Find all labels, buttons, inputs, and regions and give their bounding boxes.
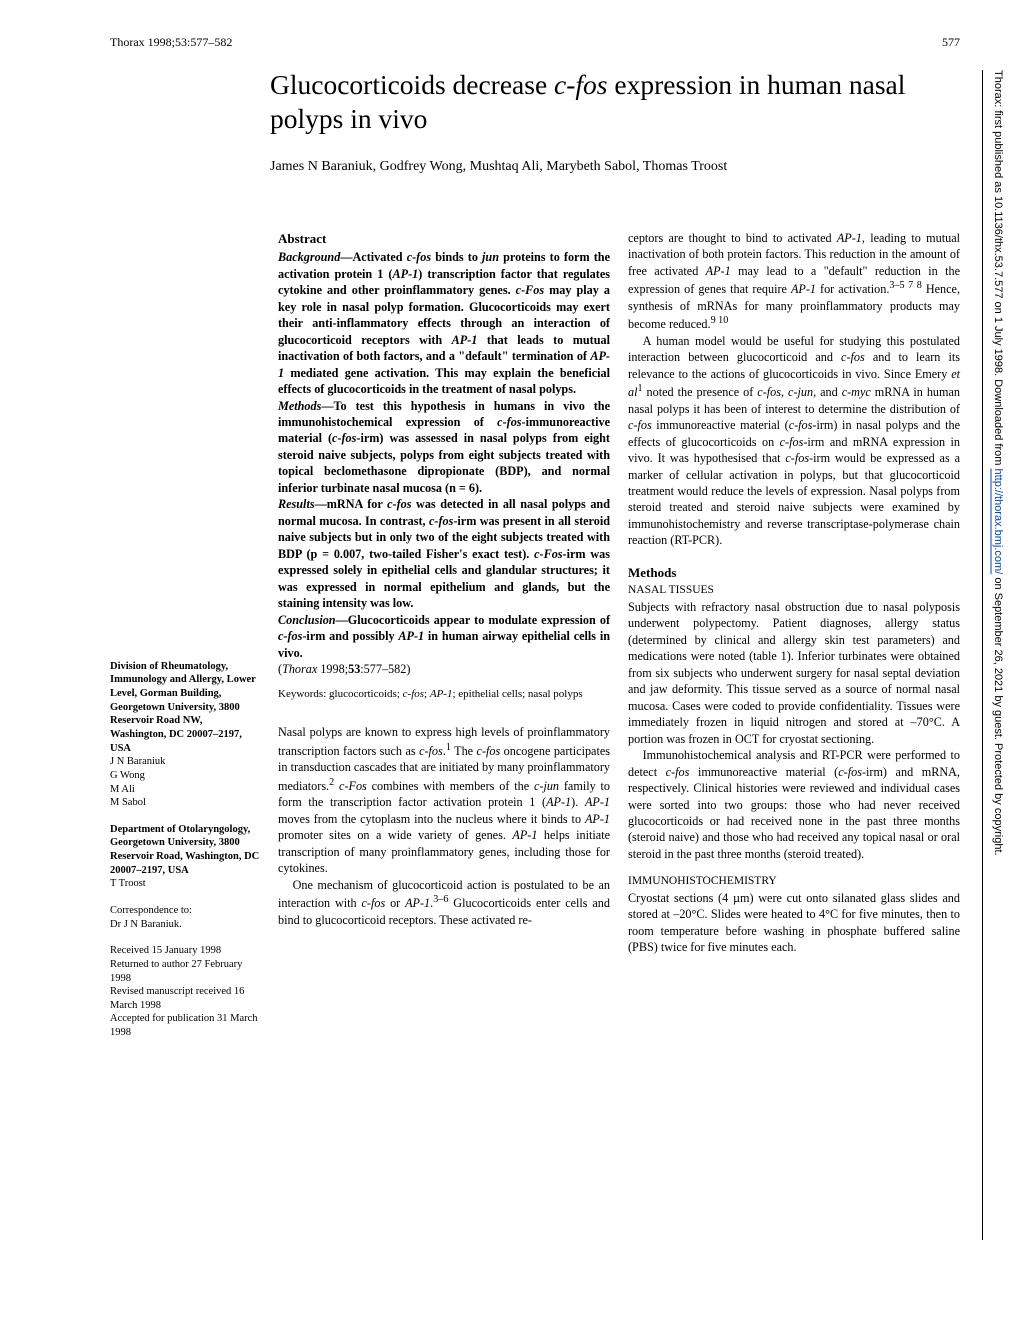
affiliation-1: Division of Rheumatology, Immunology and… (110, 660, 260, 810)
abstract-results: Results—mRNA for c-fos was detected in a… (278, 496, 610, 611)
abstract-background: Background—Activated c-fos binds to jun … (278, 249, 610, 397)
intro-continued-1: ceptors are thought to bind to activated… (628, 230, 960, 333)
authors: James N Baraniuk, Godfrey Wong, Mushtaq … (270, 159, 960, 175)
content-area: Division of Rheumatology, Immunology and… (110, 230, 960, 1053)
methods-para-2: Immunohistochemical analysis and RT-PCR … (628, 747, 960, 862)
abstract-conclusion: Conclusion—Glucocorticoids appear to mod… (278, 612, 610, 661)
column-1: Abstract Background—Activated c-fos bind… (278, 230, 610, 1053)
abstract-citation: (Thorax 1998;53:577–582) (278, 661, 610, 677)
immunohistochemistry-subhead: IMMUNOHISTOCHEMISTRY (628, 874, 960, 890)
journal-citation: Thorax 1998;53:577–582 (110, 35, 232, 50)
intro-para-1: Nasal polyps are known to express high l… (278, 724, 610, 876)
affiliation-2: Department of Otolaryngology, Georgetown… (110, 823, 260, 891)
article-title: Glucocorticoids decrease c-fos expressio… (270, 68, 960, 137)
column-2: ceptors are thought to bind to activated… (628, 230, 960, 1053)
methods-para-1: Subjects with refractory nasal obstructi… (628, 599, 960, 747)
abstract-heading: Abstract (278, 230, 610, 248)
methods-para-3: Cryostat sections (4 µm) were cut onto s… (628, 890, 960, 956)
intro-para-2: One mechanism of glucocorticoid action i… (278, 877, 610, 928)
correspondence: Correspondence to:Dr J N Baraniuk. (110, 904, 260, 931)
abstract-methods: Methods—To test this hypothesis in human… (278, 398, 610, 497)
page-number: 577 (942, 35, 960, 50)
intro-continued-2: A human model would be useful for studyi… (628, 333, 960, 549)
download-watermark: Thorax: first published as 10.1136/thx.5… (982, 70, 1004, 1240)
manuscript-dates: Received 15 January 1998Returned to auth… (110, 944, 260, 1039)
text-columns: Abstract Background—Activated c-fos bind… (278, 230, 960, 1053)
methods-heading: Methods (628, 564, 960, 582)
page-header: Thorax 1998;53:577–582 577 (110, 35, 960, 50)
keywords: Keywords: glucocorticoids; c-fos; AP-1; … (278, 687, 610, 702)
sidebar: Division of Rheumatology, Immunology and… (110, 230, 260, 1053)
nasal-tissues-subhead: NASAL TISSUES (628, 583, 960, 599)
